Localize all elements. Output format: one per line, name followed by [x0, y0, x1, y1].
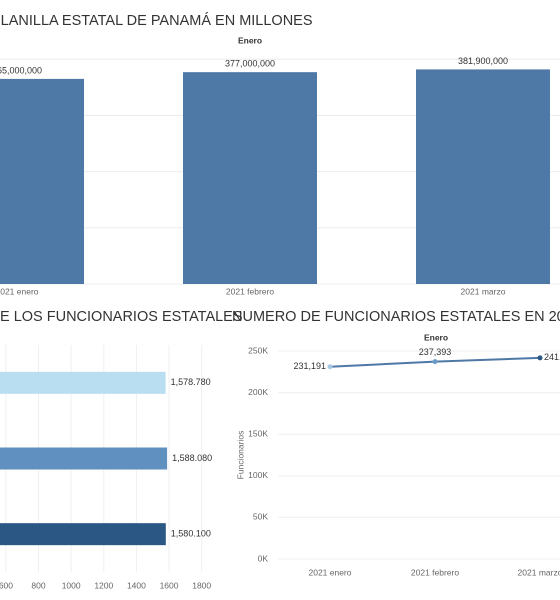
bar: [0, 78, 84, 285]
chart-title: E LOS FUNCIONARIOS ESTATALES: [0, 309, 243, 325]
data-label: 377,000,000: [225, 59, 275, 69]
point: [537, 355, 543, 361]
data-label: 1,578.780: [171, 377, 211, 387]
point: [432, 359, 438, 365]
x-tick-label: 1800: [192, 580, 211, 590]
data-label: 365,000,000: [0, 65, 42, 75]
bar: [416, 69, 550, 284]
data-label: 231,191: [293, 361, 326, 371]
bar: [183, 72, 317, 285]
x-tick-label: 2021 enero: [0, 286, 39, 296]
y-axis-label: Funcionarios: [235, 431, 245, 480]
y-tick-label: 50K: [253, 512, 268, 522]
chart-subtitle: Enero: [238, 35, 262, 45]
chart-title: NUMERO DE FUNCIONARIOS ESTATALES EN 2021: [232, 309, 560, 325]
data-label: 237,393: [419, 347, 452, 357]
y-tick-label: 150K: [248, 429, 268, 439]
data-label: 1,580.100: [171, 529, 211, 539]
x-tick-label: 2021 enero: [308, 567, 351, 577]
x-tick-label: 600: [0, 580, 13, 590]
x-tick-label: 2021 febrero: [226, 286, 274, 296]
x-tick-label: 1000: [62, 580, 81, 590]
y-tick-label: 0K: [258, 553, 269, 563]
y-tick-label: 250K: [248, 345, 268, 355]
data-label: 241,937: [544, 352, 560, 362]
data-label: 381,900,000: [458, 56, 508, 66]
y-tick-label: 100K: [248, 470, 268, 480]
x-tick-label: 1400: [127, 580, 146, 590]
chart-title: PLANILLA ESTATAL DE PANAMÁ EN MILLONES: [0, 12, 313, 29]
y-tick-label: 200K: [248, 387, 268, 397]
bar: [0, 523, 166, 546]
x-tick-label: 1200: [94, 580, 113, 590]
point: [327, 364, 333, 370]
chart-subtitle: Enero: [424, 332, 448, 342]
bar: [0, 447, 168, 470]
x-tick-label: 2021 marzo: [461, 286, 506, 296]
data-label: 1,588.080: [172, 453, 212, 463]
x-tick-label: 800: [31, 580, 45, 590]
x-tick-label: 2021 febrero: [411, 567, 459, 577]
bar: [0, 371, 166, 394]
x-tick-label: 2021 marzo: [518, 567, 560, 577]
x-tick-label: 1600: [160, 580, 179, 590]
